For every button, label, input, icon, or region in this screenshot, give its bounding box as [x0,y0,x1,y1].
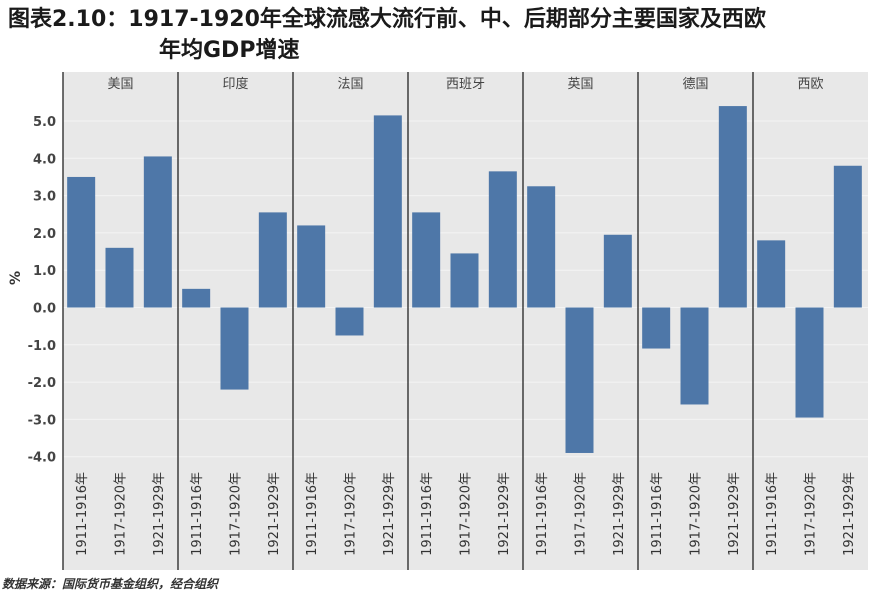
bar-0-0 [67,176,96,308]
x-tick-label-5-0: 1911-1916年 [650,472,665,556]
bar-4-1 [565,307,594,453]
x-tick-label-6-1: 1917-1920年 [804,472,819,556]
bar-1-1 [220,307,249,390]
chart-title-line-2: 年均GDP增速 [159,38,300,63]
x-tick-label-1-2: 1921-1929年 [267,472,282,556]
panel-header-5: 德国 [682,77,708,92]
panel-header-6: 西欧 [797,77,823,92]
x-tick-label-4-1: 1917-1920年 [574,472,589,556]
y-tick-label-7: -2.0 [28,376,56,391]
y-tick-label-6: -1.0 [28,339,56,354]
bar-2-2 [373,115,402,308]
bar-5-2 [718,106,747,308]
chart-title: 图表2.10：1917-1920年全球流感大流行前、中、后期部分主要国家及西欧年… [8,4,868,66]
y-tick-label-9: -4.0 [28,451,56,466]
bar-3-1 [450,253,479,308]
bar-3-2 [488,171,517,308]
bar-6-0 [757,240,786,308]
faceted-bar-chart: 5.0 4.0 3.0 2.0 1.0 0.0 -1.0 -2.0 -3.0 -4.0% 美国 191… [8,72,868,570]
x-tick-label-2-2: 1921-1929年 [382,472,397,556]
bar-0-2 [143,156,172,308]
y-tick-label-4: 1.0 [33,264,56,279]
y-tick-label-1: 4.0 [33,152,56,167]
y-axis-label: % [8,271,24,285]
bar-2-1 [335,307,364,336]
bar-4-0 [527,186,556,308]
x-tick-label-6-0: 1911-1916年 [765,472,780,556]
x-tick-label-3-2: 1921-1929年 [497,472,512,556]
bar-2-0 [297,225,326,308]
x-tick-label-5-1: 1917-1920年 [689,472,704,556]
x-tick-label-5-2: 1921-1929年 [727,472,742,556]
y-tick-label-8: -3.0 [28,413,56,428]
x-tick-label-4-0: 1911-1916年 [535,472,550,556]
bar-0-1 [105,247,134,308]
x-tick-label-0-2: 1921-1929年 [152,472,167,556]
panel-header-4: 英国 [567,77,593,92]
bar-5-0 [642,307,671,349]
y-tick-label-0: 5.0 [33,115,56,130]
x-tick-label-1-0: 1911-1916年 [190,472,205,556]
x-tick-label-2-0: 1911-1916年 [305,472,320,556]
bar-6-1 [795,307,824,418]
chart-title-line-1: 图表2.10：1917-1920年全球流感大流行前、中、后期部分主要国家及西欧 [8,7,766,32]
x-tick-label-6-2: 1921-1929年 [842,472,857,556]
bar-4-2 [603,234,632,308]
x-tick-label-3-0: 1911-1916年 [420,472,435,556]
panel-header-2: 法国 [337,77,363,92]
y-tick-label-3: 2.0 [33,227,56,242]
panel-header-1: 印度 [222,76,248,92]
y-tick-label-5: 0.0 [33,302,56,317]
x-tick-label-1-1: 1917-1920年 [229,472,244,556]
panel-header-3: 西班牙 [446,77,485,92]
x-tick-label-3-1: 1917-1920年 [459,472,474,556]
bar-3-0 [412,212,441,308]
panel-header-0: 美国 [107,77,133,92]
x-tick-label-4-2: 1921-1929年 [612,472,627,556]
x-tick-label-2-1: 1917-1920年 [344,472,359,556]
y-tick-label-2: 3.0 [33,190,56,205]
source-note: 数据来源：国际货币基金组织，经合组织 [2,577,219,591]
bar-5-1 [680,307,709,405]
bar-1-0 [182,288,211,308]
x-tick-label-0-0: 1911-1916年 [75,472,90,556]
x-tick-label-0-1: 1917-1920年 [114,472,129,556]
bar-6-2 [833,165,862,308]
bar-1-2 [258,212,287,308]
